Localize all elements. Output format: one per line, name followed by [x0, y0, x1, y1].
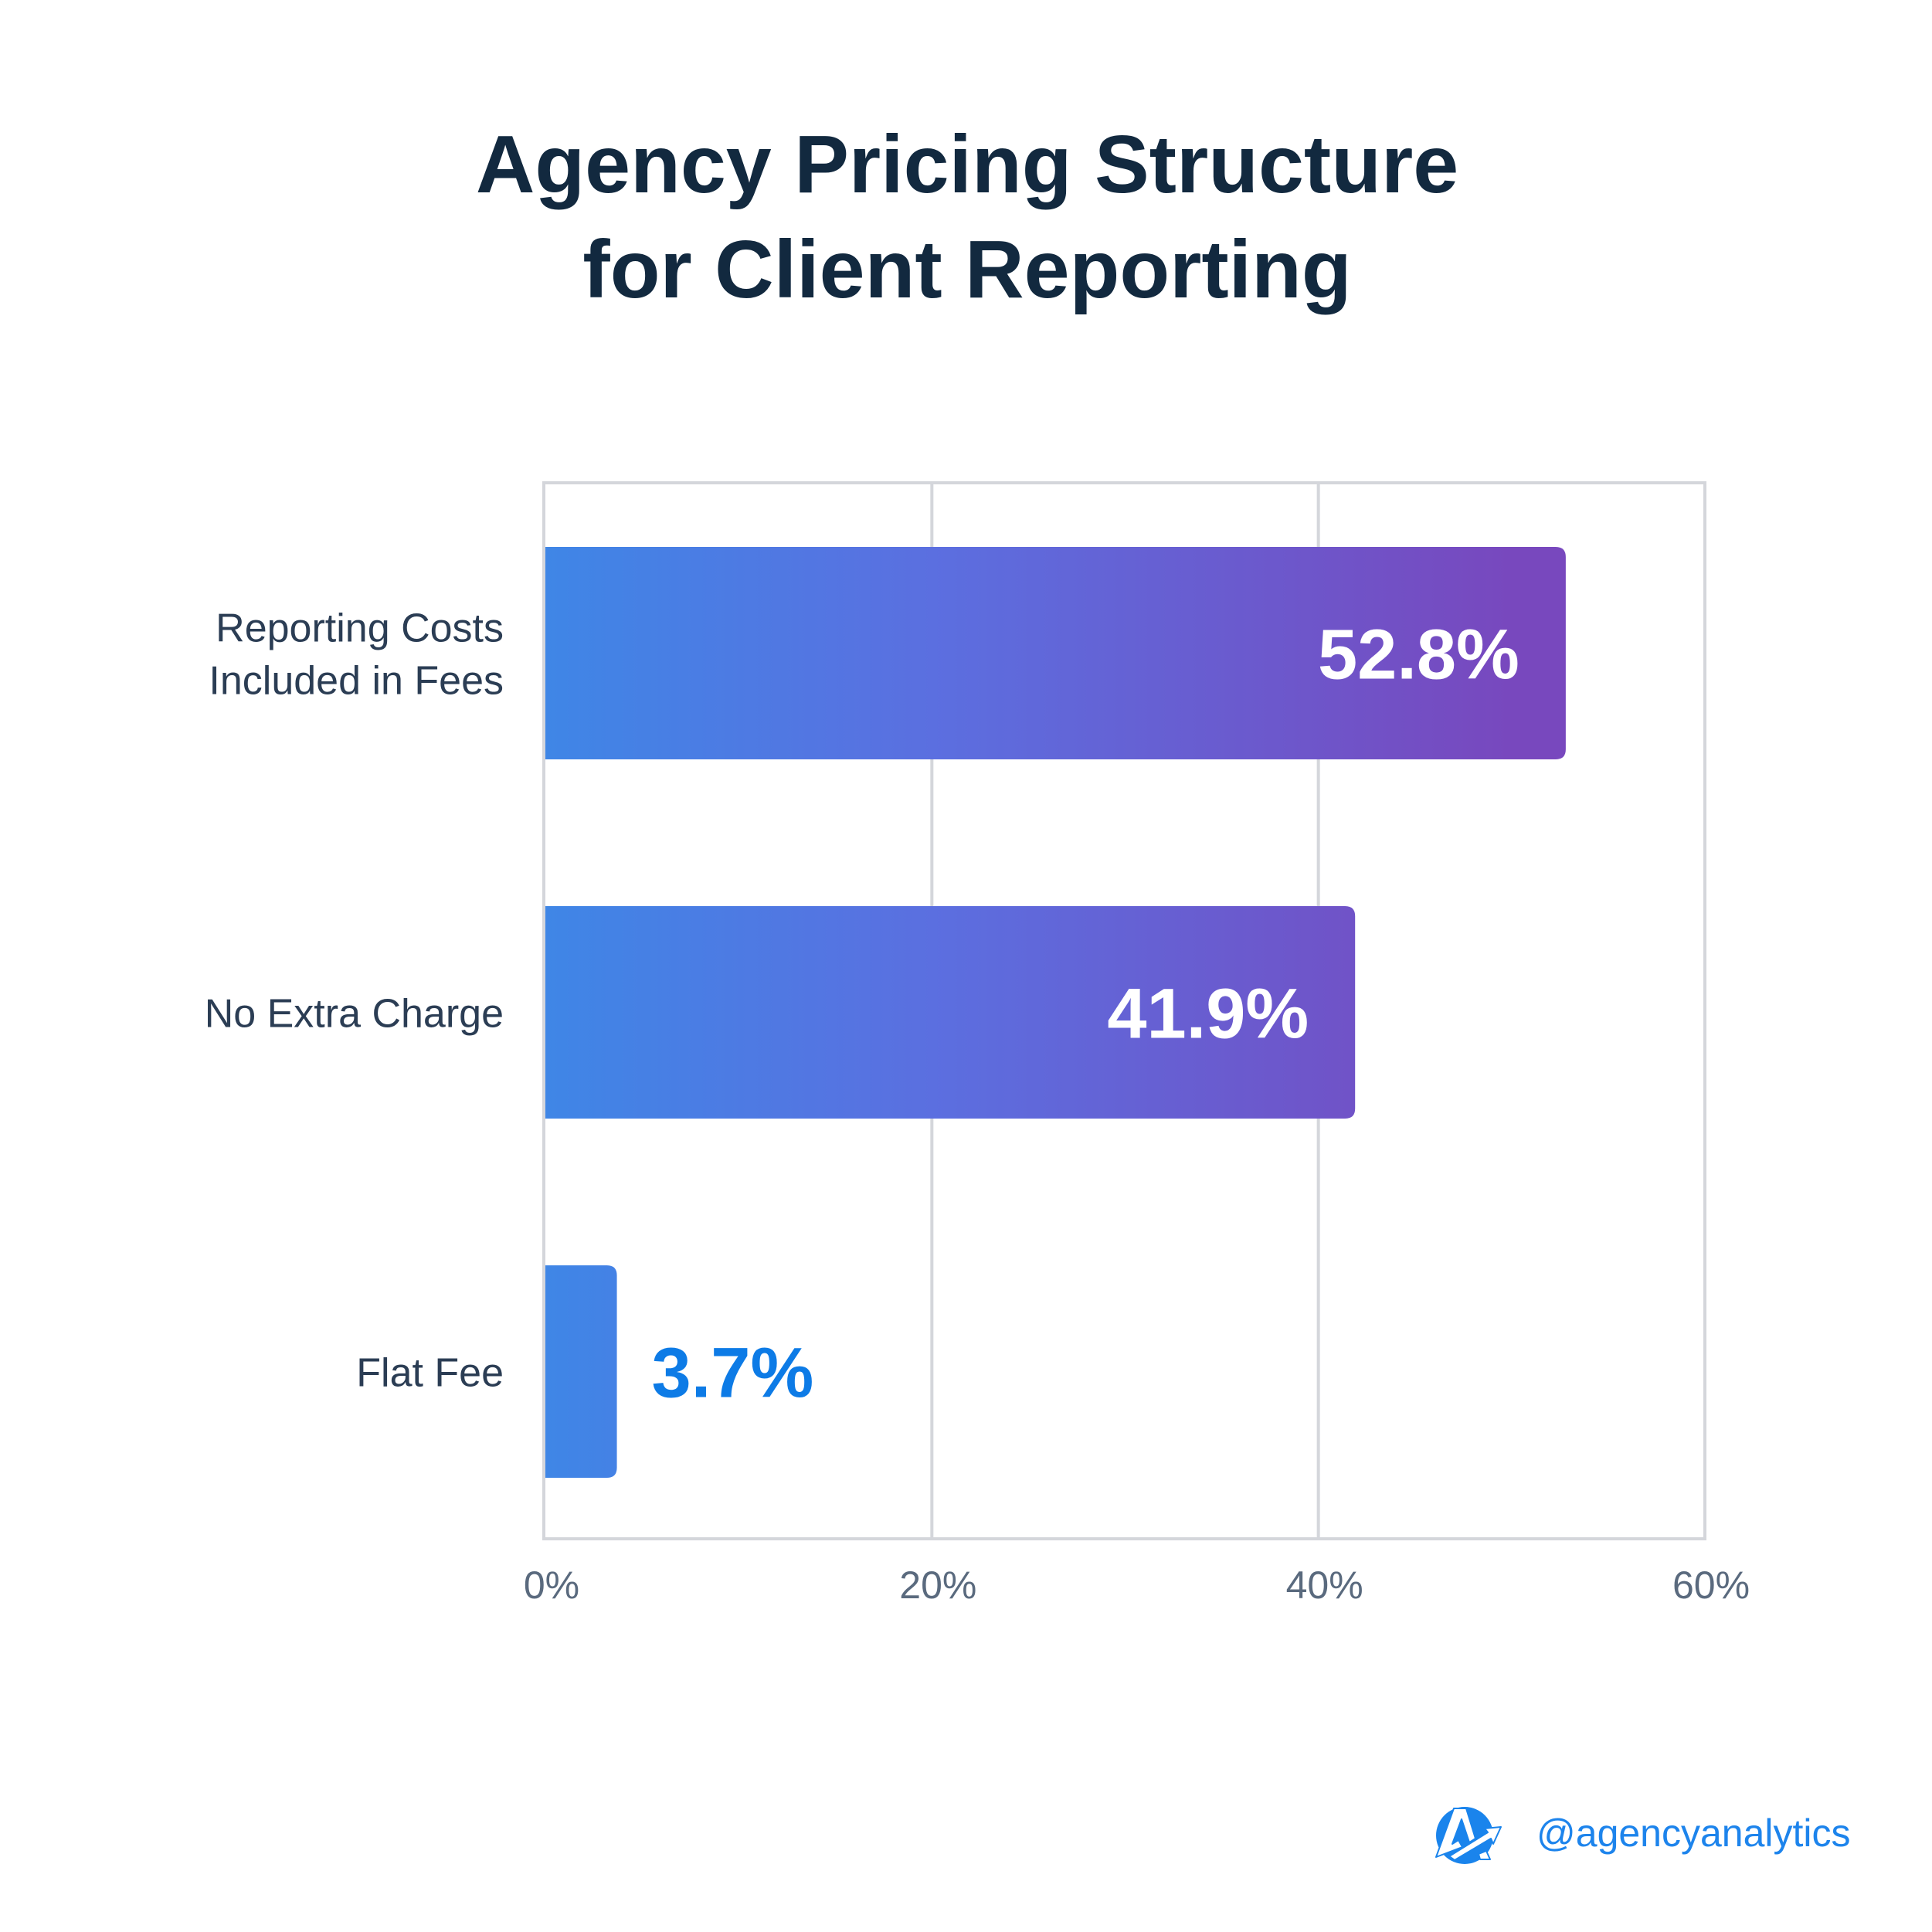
x-tick-label: 0% — [524, 1564, 579, 1607]
category-label: Flat Fee — [356, 1351, 504, 1396]
plot-frame — [542, 481, 1706, 1540]
x-tick-label: 40% — [1286, 1564, 1363, 1607]
value-labels: 52.8% 41.9% 3.7% — [652, 616, 1519, 1413]
branding: @agencyanalytics — [1435, 1807, 1851, 1864]
social-handle: @agencyanalytics — [1536, 1811, 1851, 1855]
x-tick-label: 60% — [1672, 1564, 1750, 1607]
x-axis-tick-labels: 0% 20% 40% 60% — [524, 1564, 1750, 1607]
agencyanalytics-logo-icon — [1435, 1807, 1502, 1864]
bar — [545, 906, 1356, 1119]
chart-title-line-1: Agency Pricing Structure — [476, 119, 1458, 210]
bar-value-label: 41.9% — [1107, 975, 1309, 1054]
bar-value-label: 52.8% — [1318, 616, 1519, 694]
category-label: Included in Fees — [209, 659, 504, 704]
chart-title-line-2: for Client Reporting — [582, 224, 1351, 315]
bar-value-label: 3.7% — [652, 1334, 814, 1413]
x-tick-label: 20% — [899, 1564, 976, 1607]
bar — [545, 1265, 617, 1478]
bar — [545, 547, 1566, 759]
category-label: Reporting Costs — [216, 606, 504, 651]
chart-title: Agency Pricing Structure for Client Repo… — [476, 119, 1458, 315]
bar-layer — [545, 547, 1566, 1478]
category-label: No Extra Charge — [205, 992, 504, 1037]
category-labels: Reporting Costs Included in Fees No Extra … — [205, 606, 504, 1396]
